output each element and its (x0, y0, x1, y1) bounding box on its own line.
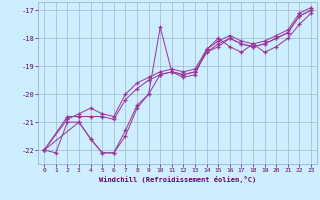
X-axis label: Windchill (Refroidissement éolien,°C): Windchill (Refroidissement éolien,°C) (99, 176, 256, 183)
